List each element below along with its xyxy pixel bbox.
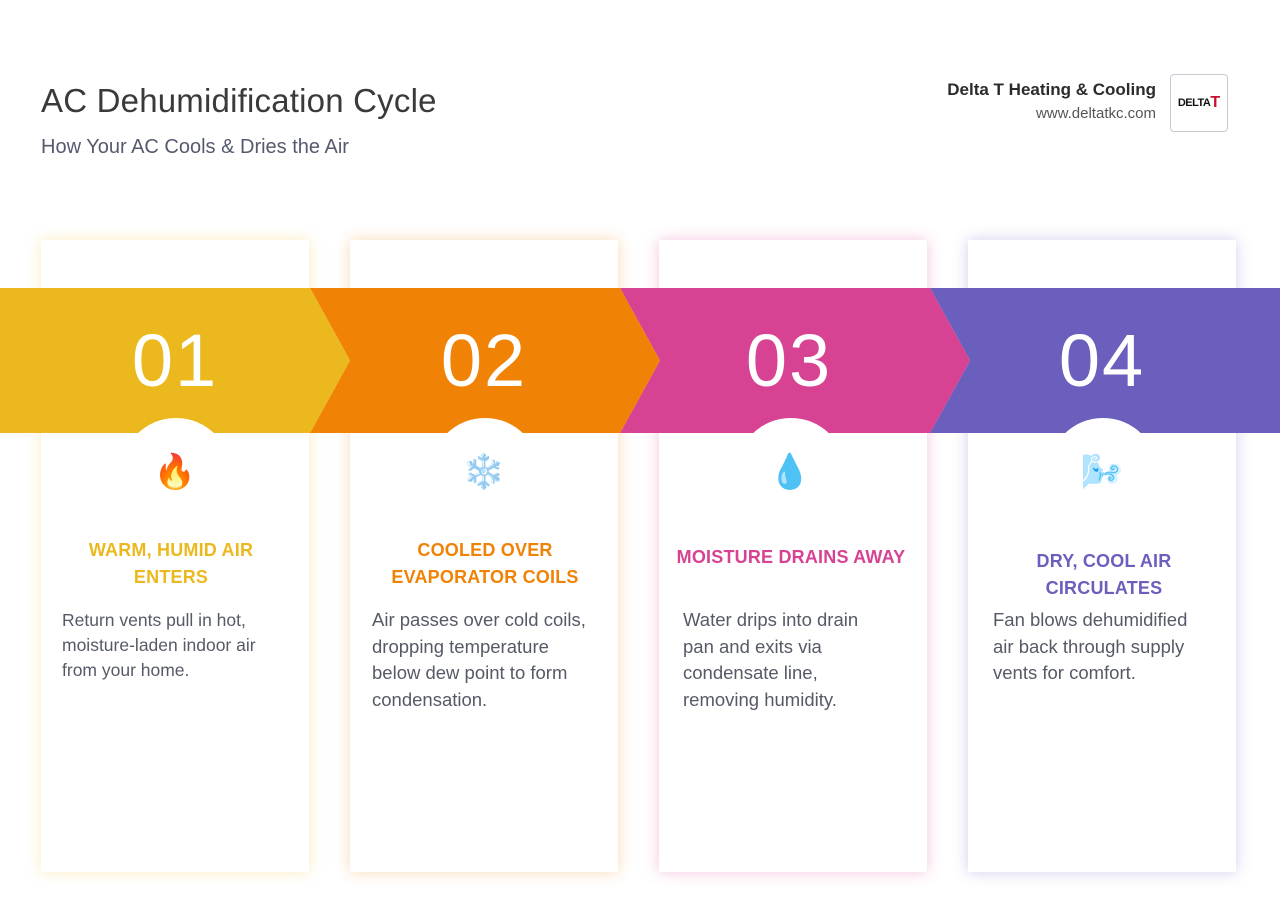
arrow-segment-1 [0,288,350,433]
brand-name: Delta T Heating & Cooling [947,80,1156,99]
step-heading-4: DRY, COOL AIR CIRCULATES [1036,551,1172,598]
snowflake-icon: ❄️ [462,453,506,491]
step-description-1: Return vents pull in hot, moisture-laden… [62,610,256,680]
step-heading-2: COOLED OVER EVAPORATOR COILS [391,540,579,587]
arrow-segment-4 [930,288,1280,433]
wind-icon: 🌬️ [1080,453,1124,491]
droplet-icon: 💧 [768,453,812,491]
step-description-2: Air passes over cold coils, dropping tem… [372,609,586,710]
step-number-2: 02 [440,319,528,402]
brand-url[interactable]: www.deltatkc.com [1035,105,1156,122]
step-heading-1: WARM, HUMID AIR ENTERS [88,540,254,587]
step-number-4: 04 [1058,319,1146,402]
step-description-3: Water drips into drain pan and exits via… [683,609,859,710]
arrow-segment-3 [620,288,970,433]
logo-text: DELTA [1177,97,1211,109]
arrow-segment-2 [310,288,660,433]
icon-circle-4 [1048,418,1158,528]
step-number-1: 01 [131,319,219,402]
logo-mark: T [1210,94,1221,111]
icon-circle-3 [736,418,846,528]
brand-block: Delta T Heating & Cooling www.deltatkc.c… [947,80,1156,122]
page-title: AC Dehumidification Cycle [41,82,437,119]
step-number-3: 03 [745,319,833,402]
icon-circle-2 [430,418,540,528]
step-heading-3: MOISTURE DRAINS AWAY [676,547,906,567]
brand-logo: DELTA T [1170,74,1228,132]
step-description-4: Fan blows dehumidified air back through … [993,609,1188,683]
icon-circle-1 [121,418,231,528]
fire-icon: 🔥 [153,453,197,491]
step-arrow-band [0,288,1280,433]
page-subtitle: How Your AC Cools & Dries the Air [41,136,349,158]
